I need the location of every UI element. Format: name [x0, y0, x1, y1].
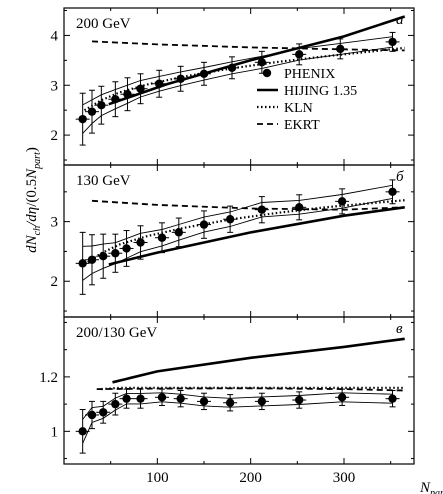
legend-item: HIJING 1.35 — [257, 84, 357, 99]
y-tick-label: 2 — [51, 274, 59, 290]
data-point — [78, 427, 87, 436]
panel-title: 200 GeV — [76, 16, 131, 32]
y-tick-label: 3 — [51, 215, 59, 231]
hijing-curve — [112, 337, 405, 384]
x-tick-label: 200 — [239, 470, 262, 486]
panel-title: 130 GeV — [76, 173, 131, 189]
panel-title: 200/130 GeV — [76, 325, 157, 341]
data-point — [295, 395, 304, 405]
panel-frame — [63, 316, 415, 465]
panel-3: 1 1.2 200/130 GeV в 100 200 300 — [39, 316, 415, 486]
band-upper — [82, 184, 393, 247]
panels-group: 2 3 4 200 GeV а 2 3 130 GeV б 1 1.2 200/130 GeV в 100… — [39, 7, 415, 486]
panel-letter: а — [396, 12, 404, 28]
data-point — [122, 244, 131, 253]
data-point — [111, 249, 120, 258]
data-point — [337, 393, 347, 402]
data-point — [337, 197, 347, 206]
panel-letter: б — [396, 169, 404, 185]
ekrt-curve — [91, 40, 405, 52]
data-point — [199, 69, 209, 78]
data-point — [87, 107, 97, 116]
legend-label: PHENIX — [284, 67, 335, 82]
legend: PHENIX HIJING 1.35 KLN EKRT — [257, 67, 357, 133]
panel-1: 2 3 4 200 GeV а — [51, 7, 415, 166]
x-tick-label: 100 — [146, 470, 169, 486]
y-tick-label: 1 — [51, 424, 59, 440]
data-point — [388, 187, 397, 197]
legend-item: KLN — [257, 101, 313, 116]
data-point — [111, 95, 120, 104]
hijing-curve — [108, 206, 405, 266]
y-axis-label: dNch/dη/(0.5Npart) — [24, 147, 43, 253]
data-point — [155, 79, 164, 88]
data-point — [295, 50, 304, 59]
data-point — [388, 394, 397, 403]
data-point — [227, 63, 237, 73]
data-point — [136, 238, 145, 247]
data-point — [257, 58, 267, 67]
data-point — [111, 399, 120, 409]
x-axis-label: Npart — [419, 480, 443, 494]
data-point — [176, 394, 185, 403]
legend-item: EKRT — [257, 118, 320, 133]
data-point — [87, 410, 97, 420]
legend-label: KLN — [284, 101, 313, 116]
hijing-curve — [108, 15, 406, 106]
data-point — [199, 220, 209, 229]
ekrt-curve — [96, 387, 405, 392]
y-tick-label: 4 — [51, 28, 59, 44]
data-point — [78, 259, 87, 268]
y-tick-label: 3 — [51, 78, 59, 94]
legend-label: EKRT — [284, 118, 320, 133]
data-point — [257, 397, 267, 406]
panel-2: 2 3 130 GeV б — [51, 164, 415, 318]
kln-curve — [83, 199, 405, 266]
data-point — [174, 228, 183, 237]
data-point — [388, 37, 397, 47]
data-point — [225, 398, 235, 407]
data-point — [122, 394, 131, 403]
data-point — [225, 215, 235, 224]
data-point — [136, 84, 145, 93]
legend-item: PHENIX — [262, 67, 335, 82]
panel-letter: в — [396, 321, 403, 337]
band-lower — [82, 197, 393, 281]
legend-label: HIJING 1.35 — [284, 84, 357, 99]
y-tick-label: 1.2 — [39, 370, 58, 386]
band-upper — [82, 36, 393, 106]
data-point — [99, 408, 108, 417]
band-lower — [82, 46, 393, 134]
band-lower — [82, 401, 393, 444]
data-point — [78, 114, 87, 124]
band-upper — [82, 392, 393, 420]
data-point — [87, 255, 97, 264]
data-point — [123, 90, 132, 99]
data-point — [336, 44, 345, 54]
data-point — [157, 393, 167, 402]
x-tick-label: 300 — [333, 470, 356, 486]
data-point — [157, 233, 167, 242]
data-point — [136, 394, 145, 403]
data-point — [295, 203, 304, 212]
data-point — [176, 74, 185, 83]
data-point — [199, 397, 209, 406]
kln-curve — [83, 46, 405, 112]
legend-symbol — [262, 68, 272, 78]
data-point — [99, 252, 108, 261]
ekrt-curve — [91, 199, 405, 211]
data-point — [257, 205, 267, 214]
kln-curve — [101, 386, 405, 391]
data-point — [97, 100, 106, 110]
y-tick-label: 2 — [51, 128, 59, 144]
